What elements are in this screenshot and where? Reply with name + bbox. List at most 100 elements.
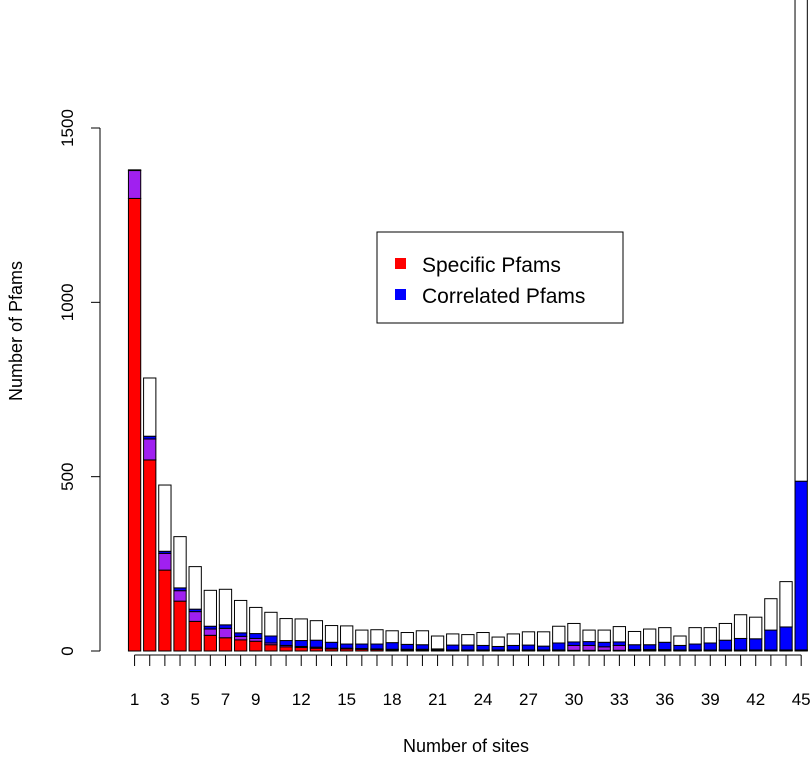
bar-segment-1-s1 (127, 197, 142, 652)
bar-segment-3-s1 (158, 569, 172, 652)
x-tick-label-18: 18 (383, 690, 402, 709)
bar-segment-7-s1 (218, 637, 233, 652)
bar-segment-7-s3 (218, 624, 233, 629)
bar-segment-26-s3 (506, 644, 520, 651)
bar-segment-10-s3 (264, 635, 278, 644)
x-tick-label-21: 21 (428, 690, 447, 709)
bar-segment-34-s3 (627, 644, 642, 651)
bar-segment-31-s4 (582, 629, 596, 643)
x-tick-label-39: 39 (701, 690, 720, 709)
bars-group (127, 0, 808, 652)
y-axis: 0 500 1000 1500 (58, 109, 101, 656)
bar-segment-2-s1 (143, 459, 157, 652)
bar-segment-32-s3 (597, 641, 611, 648)
bar-segment-7-s4 (218, 588, 233, 626)
bar-segment-10-s4 (264, 611, 278, 637)
bar-segment-23-s4 (461, 634, 475, 646)
x-tick-label-24: 24 (474, 690, 493, 709)
bar-segment-34-s4 (627, 630, 642, 646)
bar-segment-45-s3 (794, 480, 808, 651)
x-tick-label-12: 12 (292, 690, 311, 709)
bar-segment-7-s2 (218, 627, 233, 639)
bar-segment-44-s4 (779, 581, 793, 628)
bar-segment-19-s3 (400, 643, 414, 650)
x-tick-label-30: 30 (564, 690, 583, 709)
bar-segment-8-s4 (233, 599, 248, 634)
bar-segment-28-s3 (536, 645, 551, 651)
legend-swatch-1 (395, 258, 406, 269)
bar-segment-43-s4 (764, 598, 778, 631)
bar-segment-11-s4 (279, 618, 293, 642)
y-tick-label-0: 0 (58, 646, 77, 655)
legend: Specific Pfams Correlated Pfams (376, 231, 624, 324)
bar-segment-12-s1 (294, 647, 308, 652)
bar-segment-25-s3 (491, 645, 505, 651)
bar-segment-38-s3 (688, 643, 702, 651)
legend-label-1: Specific Pfams (422, 254, 561, 277)
bar-segment-14-s3 (324, 641, 339, 649)
bar-segment-30-s3 (567, 641, 581, 646)
bar-segment-11-s1 (279, 646, 293, 652)
bar-segment-38-s4 (688, 627, 702, 645)
x-axis: 1 3 5 7 9 12 15 18 21 24 27 30 33 36 39 42 45 (130, 654, 810, 709)
bar-segment-5-s2 (188, 611, 202, 622)
bar-segment-21-s4 (430, 635, 445, 650)
bar-segment-5-s1 (188, 620, 202, 652)
bar-segment-17-s3 (370, 643, 384, 650)
bar-segment-4-s1 (173, 600, 187, 652)
x-tick-label-15: 15 (337, 690, 356, 709)
bar-segment-37-s3 (673, 644, 687, 651)
bar-segment-1-s3 (127, 169, 142, 172)
bar-segment-42-s4 (749, 616, 763, 640)
x-tick-label-3: 3 (160, 690, 169, 709)
bar-segment-40-s3 (718, 639, 733, 651)
legend-box (376, 231, 624, 324)
bar-segment-26-s4 (506, 633, 520, 646)
bar-segment-29-s3 (552, 642, 566, 651)
bar-segment-22-s4 (446, 633, 460, 646)
bar-segment-2-s2 (143, 438, 157, 461)
bar-segment-18-s4 (385, 630, 399, 644)
bar-segment-45-s4 (794, 0, 808, 482)
bar-segment-41-s3 (733, 637, 748, 651)
bar-segment-5-s4 (188, 566, 202, 610)
bar-segment-9-s3 (249, 633, 263, 639)
bar-segment-13-s4 (309, 620, 324, 641)
bar-segment-3-s2 (158, 552, 172, 571)
x-tick-label-36: 36 (655, 690, 674, 709)
bar-segment-8-s2 (233, 635, 248, 641)
bar-segment-14-s4 (324, 625, 339, 643)
bar-segment-16-s4 (355, 629, 369, 645)
bar-segment-15-s4 (340, 625, 354, 645)
bar-segment-33-s2 (612, 644, 627, 651)
bar-segment-33-s4 (612, 626, 627, 643)
x-tick-label-9: 9 (251, 690, 260, 709)
x-tick-label-5: 5 (190, 690, 199, 709)
y-tick-label-1500: 1500 (58, 109, 77, 147)
bar-segment-6-s1 (203, 634, 217, 652)
bar-segment-9-s4 (249, 606, 263, 635)
bar-segment-10-s1 (264, 644, 278, 652)
bar-segment-12-s3 (294, 640, 308, 647)
x-tick-label-7: 7 (221, 690, 230, 709)
bar-segment-39-s4 (703, 627, 717, 644)
bar-segment-40-s4 (718, 622, 733, 641)
bar-segment-22-s3 (446, 644, 460, 651)
bar-segment-32-s2 (597, 646, 611, 651)
legend-swatch-2 (395, 289, 406, 300)
bar-segment-43-s3 (764, 629, 778, 651)
bar-segment-35-s4 (643, 628, 657, 646)
bar-segment-36-s4 (658, 627, 672, 643)
bar-segment-27-s3 (521, 644, 536, 651)
bar-segment-17-s4 (370, 629, 384, 645)
bar-segment-2-s4 (143, 377, 157, 437)
bar-segment-16-s3 (355, 643, 369, 650)
bar-segment-24-s4 (476, 632, 490, 646)
x-tick-label-42: 42 (746, 690, 765, 709)
x-tick-label-1: 1 (130, 690, 139, 709)
bar-segment-4-s2 (173, 590, 187, 602)
x-axis-title: Number of sites (403, 736, 529, 756)
bar-segment-41-s4 (733, 614, 748, 639)
